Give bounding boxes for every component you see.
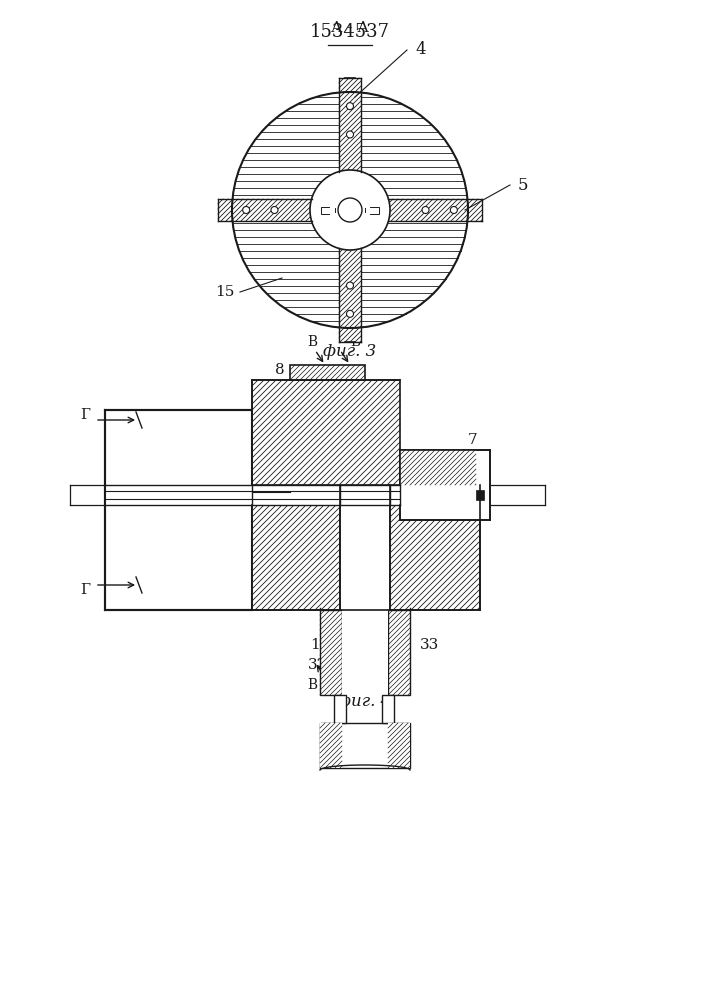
Bar — [388, 199, 482, 221]
Text: фиг. 3: фиг. 3 — [323, 344, 377, 360]
Bar — [320, 610, 342, 695]
Bar — [390, 505, 480, 610]
Circle shape — [338, 198, 362, 222]
Text: В: В — [307, 678, 317, 692]
Text: В: В — [307, 335, 317, 349]
Circle shape — [243, 207, 250, 214]
Bar — [342, 610, 388, 695]
Bar — [218, 199, 312, 221]
Bar — [320, 723, 410, 768]
Bar — [252, 505, 340, 610]
Text: 4: 4 — [415, 41, 426, 58]
Circle shape — [346, 282, 354, 289]
Text: 5: 5 — [518, 176, 529, 194]
Bar — [334, 695, 346, 723]
Bar — [339, 248, 361, 342]
Circle shape — [271, 207, 278, 214]
Text: Г: Г — [80, 408, 90, 422]
Text: Б: Б — [350, 335, 360, 349]
Bar — [290, 365, 365, 380]
Bar — [382, 695, 394, 723]
Text: Б: Б — [350, 678, 360, 692]
Circle shape — [310, 170, 390, 250]
Text: 14: 14 — [415, 593, 435, 607]
Circle shape — [346, 310, 354, 317]
Text: 13: 13 — [310, 638, 329, 652]
Text: А - А: А - А — [331, 21, 369, 35]
Circle shape — [422, 207, 429, 214]
Text: фиг. 4: фиг. 4 — [339, 694, 392, 710]
Bar — [400, 450, 476, 485]
Bar — [365, 207, 379, 214]
Bar — [252, 380, 400, 485]
Bar — [476, 490, 484, 500]
Bar — [339, 78, 361, 172]
Bar — [320, 723, 342, 768]
Text: 32: 32 — [308, 658, 327, 672]
Text: 33: 33 — [420, 638, 439, 652]
Bar — [105, 410, 252, 610]
Text: 1534537: 1534537 — [310, 23, 390, 41]
Text: Г: Г — [80, 583, 90, 597]
Bar — [321, 207, 335, 214]
Bar — [388, 610, 410, 695]
Circle shape — [346, 103, 354, 110]
Text: 7: 7 — [468, 433, 478, 447]
Text: 3: 3 — [238, 485, 248, 499]
Text: 15: 15 — [215, 285, 235, 299]
Bar — [388, 723, 410, 768]
Circle shape — [346, 131, 354, 138]
Bar — [400, 450, 490, 520]
Bar — [105, 485, 400, 505]
Circle shape — [450, 207, 457, 214]
Text: 8: 8 — [275, 363, 285, 377]
